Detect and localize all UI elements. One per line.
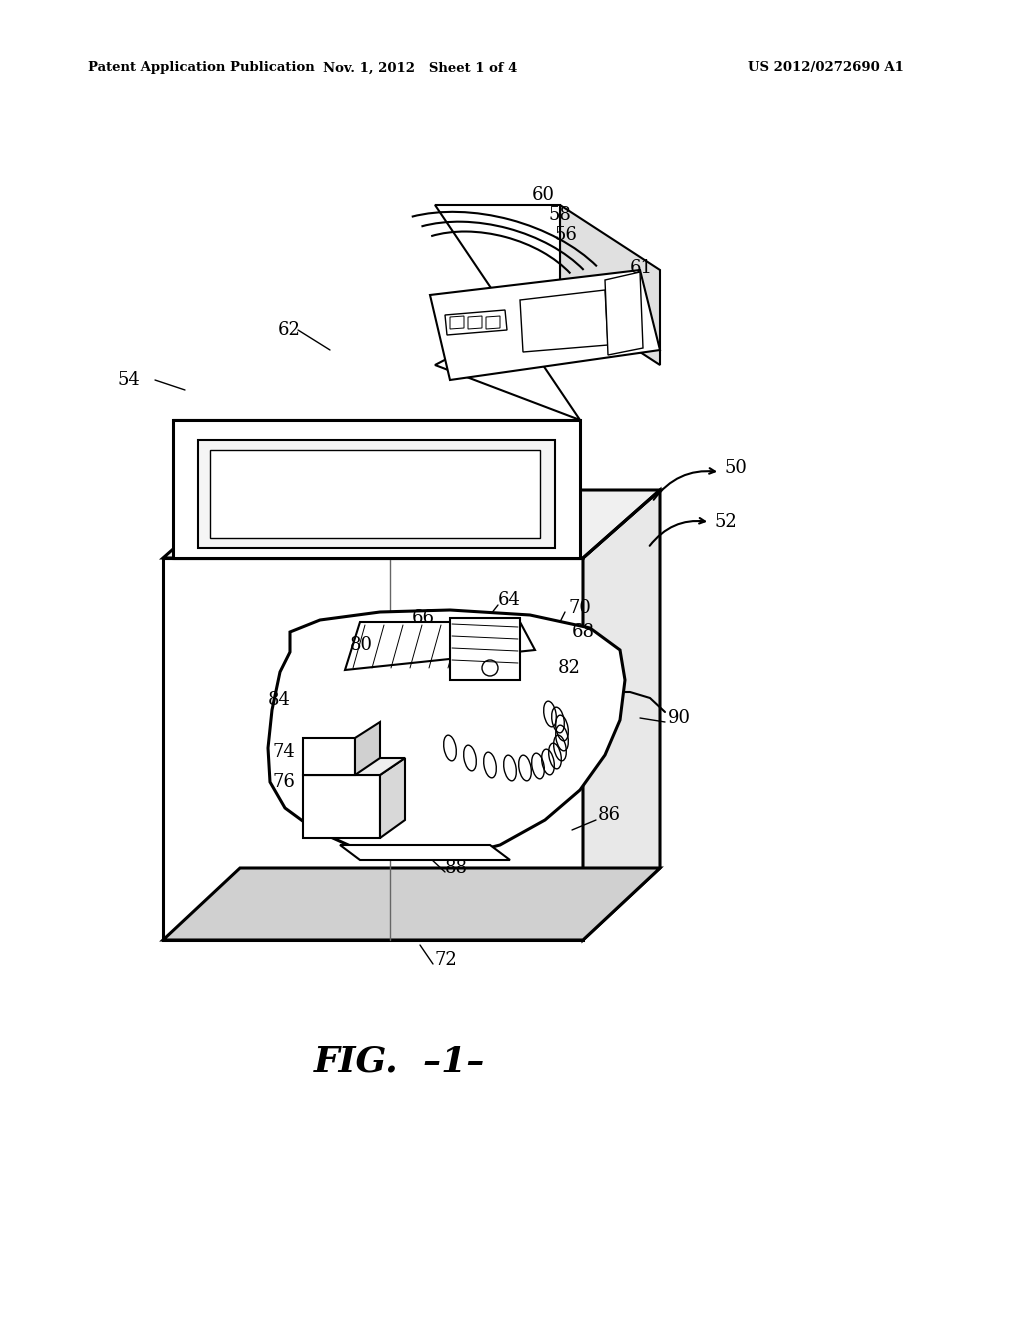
- Polygon shape: [445, 310, 507, 335]
- Polygon shape: [198, 440, 555, 548]
- Polygon shape: [163, 490, 660, 558]
- Text: Nov. 1, 2012   Sheet 1 of 4: Nov. 1, 2012 Sheet 1 of 4: [323, 62, 517, 74]
- Text: 70: 70: [568, 599, 591, 616]
- Text: 60: 60: [532, 186, 555, 205]
- Polygon shape: [520, 290, 608, 352]
- Polygon shape: [163, 558, 583, 940]
- Text: 84: 84: [268, 690, 291, 709]
- Polygon shape: [303, 738, 355, 775]
- Polygon shape: [303, 775, 380, 838]
- Polygon shape: [268, 610, 625, 858]
- Polygon shape: [605, 272, 643, 355]
- Text: 74: 74: [272, 743, 295, 762]
- Polygon shape: [468, 315, 482, 329]
- Text: 66: 66: [412, 609, 435, 627]
- Polygon shape: [435, 205, 580, 420]
- Text: 61: 61: [630, 259, 653, 277]
- Polygon shape: [355, 722, 380, 775]
- Text: 88: 88: [445, 859, 468, 876]
- Polygon shape: [450, 315, 464, 329]
- Polygon shape: [430, 271, 660, 380]
- Polygon shape: [345, 622, 535, 671]
- Polygon shape: [303, 758, 406, 775]
- Text: US 2012/0272690 A1: US 2012/0272690 A1: [748, 62, 904, 74]
- Polygon shape: [173, 420, 580, 558]
- Text: 76: 76: [272, 774, 295, 791]
- Polygon shape: [340, 845, 510, 861]
- Text: 72: 72: [435, 950, 458, 969]
- Polygon shape: [163, 869, 660, 940]
- Polygon shape: [560, 205, 660, 366]
- Text: 56: 56: [555, 226, 578, 244]
- Text: FIG.  –1–: FIG. –1–: [314, 1045, 485, 1078]
- Polygon shape: [450, 618, 520, 680]
- Text: 82: 82: [558, 659, 581, 677]
- Text: 90: 90: [668, 709, 691, 727]
- Text: 80: 80: [350, 636, 373, 653]
- Text: 58: 58: [548, 206, 570, 224]
- Text: 62: 62: [278, 321, 301, 339]
- Text: 52: 52: [715, 513, 737, 531]
- Polygon shape: [486, 315, 500, 329]
- Polygon shape: [583, 490, 660, 940]
- Text: 54: 54: [118, 371, 140, 389]
- Text: Patent Application Publication: Patent Application Publication: [88, 62, 314, 74]
- Text: 68: 68: [572, 623, 595, 642]
- Polygon shape: [380, 758, 406, 838]
- Polygon shape: [210, 450, 540, 539]
- Text: 86: 86: [598, 807, 621, 824]
- Text: 64: 64: [498, 591, 521, 609]
- Text: 50: 50: [725, 459, 748, 477]
